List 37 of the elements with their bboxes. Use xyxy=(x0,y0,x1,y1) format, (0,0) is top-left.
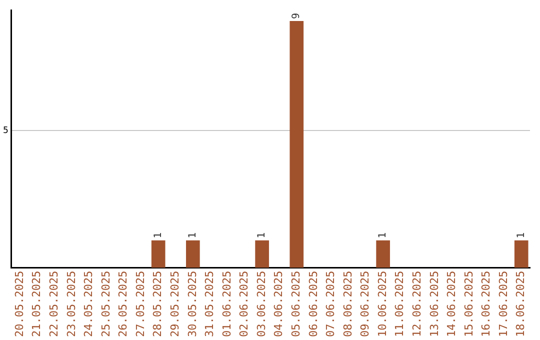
x-tick-label: 02.06.2025 xyxy=(238,270,251,338)
x-tick-label: 30.05.2025 xyxy=(186,270,199,338)
x-tick-label: 06.06.2025 xyxy=(306,270,320,338)
x-tick-label: 05.06.2025 xyxy=(290,270,302,338)
data-label: 1 xyxy=(152,232,164,238)
data-label: 1 xyxy=(188,232,199,238)
x-tick-label: 17.06.2025 xyxy=(496,270,510,338)
x-tick-label: 11.06.2025 xyxy=(393,270,406,338)
x-tick-label: 07.06.2025 xyxy=(324,270,338,338)
x-tick-label: 22.05.2025 xyxy=(47,270,60,338)
x-tick-label: 15.06.2025 xyxy=(462,270,476,338)
x-tick-label: 24.05.2025 xyxy=(82,270,96,338)
x-tick-label: 25.05.2025 xyxy=(99,270,112,338)
x-tick-label: 14.06.2025 xyxy=(445,270,458,338)
data-label: 9 xyxy=(291,12,302,19)
x-tick-label: 04.06.2025 xyxy=(272,270,286,338)
x-tick-label: 18.06.2025 xyxy=(514,270,528,338)
x-tick-label: 31.05.2025 xyxy=(203,270,216,338)
x-tick-label: 09.06.2025 xyxy=(358,270,372,338)
x-tick-label: 27.05.2025 xyxy=(134,270,147,338)
x-tick-label: 01.06.2025 xyxy=(220,270,234,338)
y-tick-label: 5 xyxy=(2,126,8,136)
x-tick-label: 26.05.2025 xyxy=(116,270,130,338)
x-tick-label: 23.05.2025 xyxy=(64,270,78,338)
x-tick-label: 10.06.2025 xyxy=(376,270,389,338)
data-label: 1 xyxy=(378,232,389,238)
x-tick-label: 16.06.2025 xyxy=(480,270,493,338)
data-label: 1 xyxy=(256,232,268,238)
x-tick-label: 28.05.2025 xyxy=(151,270,164,338)
x-tick-label: 20.05.2025 xyxy=(12,270,26,338)
x-tick-label: 13.06.2025 xyxy=(428,270,441,338)
x-tick-label: 29.05.2025 xyxy=(168,270,182,338)
x-tick-label: 03.06.2025 xyxy=(254,270,268,338)
data-label: 1 xyxy=(516,232,527,238)
x-tick-label: 21.05.2025 xyxy=(30,270,44,338)
x-tick-label: 12.06.2025 xyxy=(410,270,424,338)
x-tick-label: 08.06.2025 xyxy=(341,270,354,338)
